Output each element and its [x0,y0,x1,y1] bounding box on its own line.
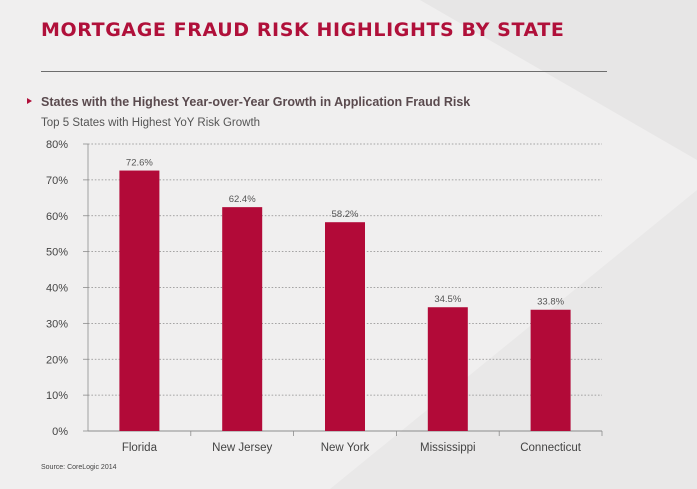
y-tick-label: 0% [52,426,68,438]
page-title: MORTGAGE FRAUD RISK HIGHLIGHTS BY STATE [41,19,565,41]
bar-new-jersey [222,207,263,431]
bar-connecticut [530,309,571,431]
y-tick-label: 20% [46,354,68,366]
triangle-bullet-icon [27,98,32,104]
y-tick-label: 30% [46,318,68,330]
y-tick-label: 80% [46,139,68,151]
bar-value-label: 34.5% [434,294,461,305]
x-category-label: Florida [122,442,158,454]
x-category-label: New Jersey [212,442,272,454]
bar-value-label: 33.8% [537,297,564,308]
bar-florida [119,170,160,432]
bar-value-label: 58.2% [332,209,359,220]
bar-mississippi [427,307,468,431]
x-axis: Florida New Jersey New York Mississippi Conn… [122,431,603,454]
y-tick-label: 60% [46,211,68,223]
x-category-label: Mississippi [420,442,476,454]
gridlines [88,143,602,396]
bar-value-label: 62.4% [229,194,256,205]
x-category-label: New York [321,442,370,454]
y-tick-label: 40% [46,283,68,295]
title-divider [41,71,607,72]
y-tick-label: 50% [46,247,68,259]
section-subheading: States with the Highest Year-over-Year G… [41,95,471,109]
value-labels: 72.6% 62.4% 58.2% 34.5% 33.8% [126,158,565,308]
source-note: Source: CoreLogic 2014 [41,464,117,471]
bars [119,170,571,432]
chart-title: Top 5 States with Highest YoY Risk Growt… [41,117,261,129]
y-tick-label: 70% [46,175,68,187]
x-category-label: Connecticut [520,442,582,454]
bar-value-label: 72.6% [126,158,153,169]
bar-new-york [325,222,365,431]
y-tick-label: 10% [46,390,68,402]
